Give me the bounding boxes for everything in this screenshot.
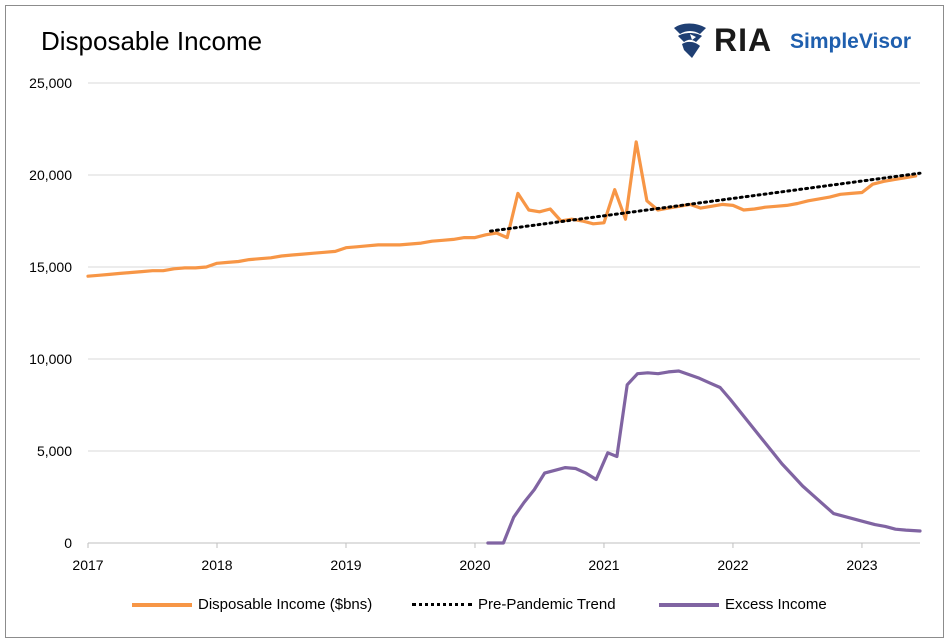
y-tick-label: 20,000 bbox=[29, 167, 72, 183]
y-tick-label: 25,000 bbox=[29, 75, 72, 91]
legend-swatch-excess-income bbox=[659, 602, 719, 607]
x-tick-label: 2019 bbox=[330, 557, 361, 573]
legend-swatch-disposable-income bbox=[132, 602, 192, 607]
x-tick-label: 2017 bbox=[72, 557, 103, 573]
y-tick-label: 15,000 bbox=[29, 259, 72, 275]
y-tick-label: 0 bbox=[64, 535, 72, 551]
chart-title: Disposable Income bbox=[41, 26, 263, 56]
chart-legend: Disposable Income ($bns) Pre-Pandemic Tr… bbox=[0, 596, 950, 616]
x-tick-label: 2020 bbox=[459, 557, 490, 573]
x-tick-label: 2018 bbox=[201, 557, 232, 573]
legend-label-disposable-income: Disposable Income ($bns) bbox=[198, 596, 373, 613]
series-line-excess-income bbox=[486, 369, 922, 545]
series-line-pre-pandemic-trend bbox=[489, 171, 922, 233]
x-tick-label: 2023 bbox=[846, 557, 877, 573]
eagle-icon bbox=[674, 23, 706, 58]
legend-label-pre-pandemic-trend: Pre-Pandemic Trend bbox=[478, 596, 616, 613]
y-tick-label: 10,000 bbox=[29, 351, 72, 367]
series-line-disposable-income-bns bbox=[86, 140, 918, 278]
legend-item-disposable-income: Disposable Income ($bns) bbox=[132, 596, 372, 613]
y-tick-label: 5,000 bbox=[37, 443, 72, 459]
brand-product: SimpleVisor bbox=[790, 30, 911, 53]
brand-name: RIA bbox=[714, 22, 773, 58]
chart-frame bbox=[5, 5, 944, 638]
legend-swatch-pre-pandemic-trend bbox=[412, 603, 472, 606]
x-tick-label: 2021 bbox=[588, 557, 619, 573]
legend-item-pre-pandemic-trend: Pre-Pandemic Trend bbox=[412, 596, 616, 613]
x-tick-label: 2022 bbox=[717, 557, 748, 573]
legend-label-excess-income: Excess Income bbox=[725, 596, 827, 613]
brand-logo: RIA SimpleVisor bbox=[670, 20, 920, 60]
legend-item-excess-income: Excess Income bbox=[659, 596, 827, 613]
